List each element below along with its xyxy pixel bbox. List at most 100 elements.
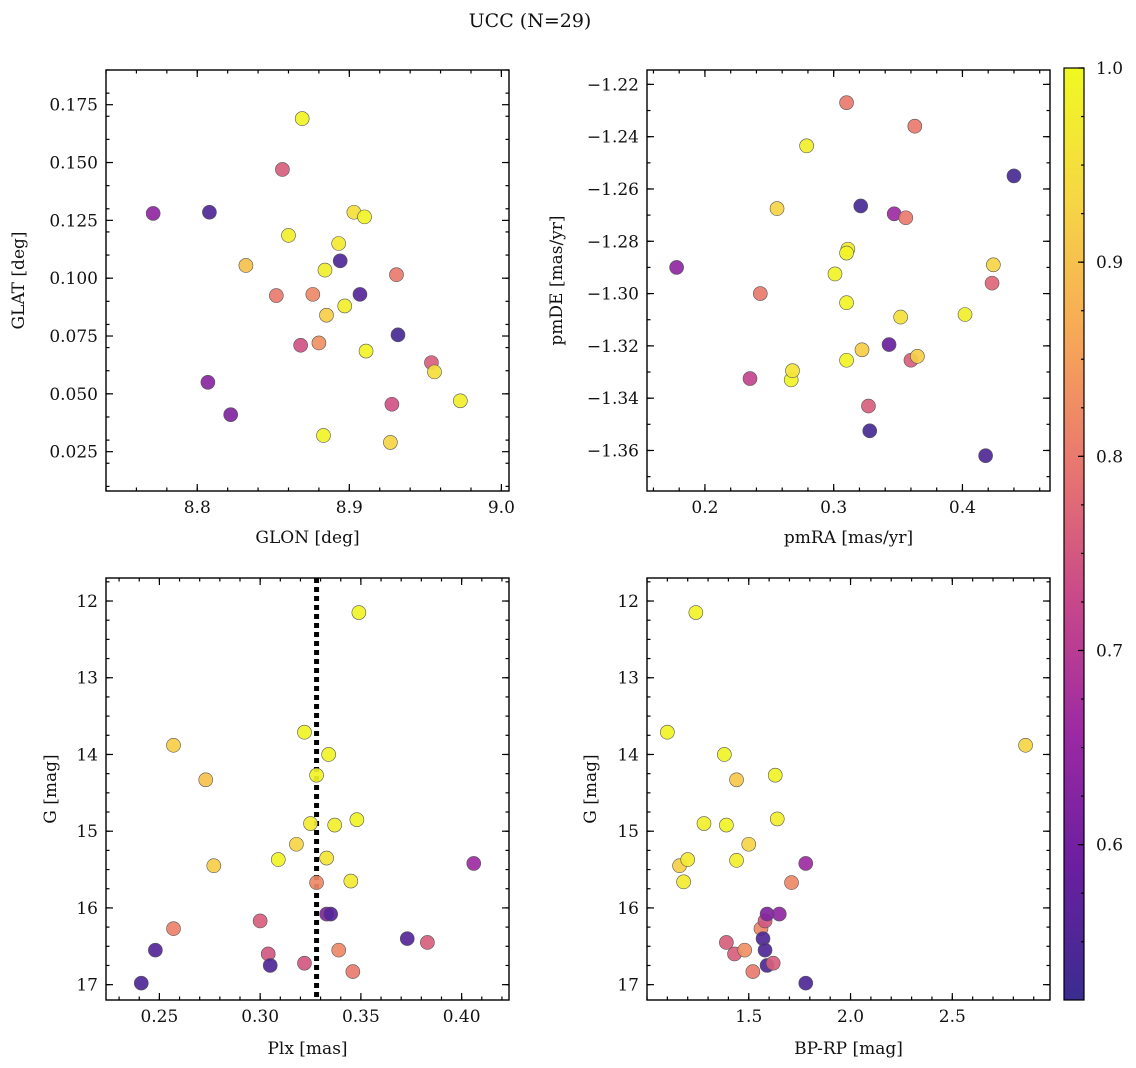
data-point <box>839 295 854 311</box>
y-tick-label: 17 <box>617 976 639 996</box>
data-point <box>769 811 785 827</box>
plot-frame <box>646 69 1051 492</box>
data-point <box>317 262 333 278</box>
y-axis-label: G [mag] <box>581 754 601 823</box>
data-point <box>753 286 768 301</box>
data-point <box>907 118 923 134</box>
x-axis-label: GLON [deg] <box>255 528 359 548</box>
data-point <box>854 342 870 358</box>
y-tick-label: 14 <box>617 745 639 765</box>
data-point <box>676 874 691 890</box>
colorbar-tick-label: 0.9 <box>1096 253 1123 273</box>
data-point <box>861 398 876 414</box>
data-point <box>719 817 734 833</box>
data-point <box>305 287 321 302</box>
data-point <box>323 906 338 922</box>
data-point <box>252 913 268 929</box>
x-axis-label: Plx [mas] <box>267 1039 347 1059</box>
x-tick-label: 0.30 <box>241 1007 279 1027</box>
y-tick-label: 15 <box>76 822 98 842</box>
x-tick-label: 8.8 <box>184 498 211 518</box>
data-point <box>1018 737 1033 753</box>
data-point <box>327 817 343 833</box>
data-point <box>303 816 318 831</box>
data-point <box>316 428 331 443</box>
data-point <box>717 747 732 762</box>
y-tick-label: 0.125 <box>49 211 98 231</box>
data-point <box>798 856 814 871</box>
data-point <box>345 964 361 979</box>
data-point <box>293 337 308 353</box>
x-tick-label: 0.40 <box>443 1007 481 1027</box>
data-point <box>358 343 374 359</box>
data-point <box>383 435 398 450</box>
data-point <box>319 850 334 866</box>
y-tick-label: 16 <box>617 899 639 919</box>
data-point <box>206 858 222 874</box>
x-tick-label: 0.4 <box>949 498 976 518</box>
panel-plx-g: 0.25 0.30 0.35 0.40 12 13 14 15 16 17 Plx [mas] G [… <box>41 577 510 1059</box>
data-point <box>745 964 761 979</box>
data-point <box>145 206 161 221</box>
y-axis-label: G [mag] <box>41 754 61 823</box>
plot-frame <box>105 69 510 492</box>
data-point <box>742 371 758 386</box>
data-point <box>332 253 348 269</box>
data-point <box>839 352 854 368</box>
data-point <box>294 111 310 126</box>
data-point <box>133 975 149 991</box>
data-point <box>297 724 312 740</box>
x-axis-label: BP-RP [mag] <box>794 1039 903 1059</box>
data-point <box>769 201 785 216</box>
data-point <box>357 209 372 225</box>
y-tick-label: 17 <box>76 976 98 996</box>
data-point <box>729 772 744 788</box>
data-point <box>148 942 163 958</box>
data-point <box>309 767 324 783</box>
data-point <box>200 374 216 390</box>
data-point <box>696 816 712 831</box>
data-point <box>986 257 1001 273</box>
y-tick-label: −1.30 <box>587 285 639 305</box>
data-point <box>289 836 304 852</box>
data-point <box>737 942 752 958</box>
x-tick-label: 1.5 <box>735 1007 762 1027</box>
data-point <box>166 921 181 936</box>
colorbar-tick-label: 1.0 <box>1096 59 1123 79</box>
colorbar-gradient <box>1063 67 1085 1001</box>
x-tick-label: 9.0 <box>488 498 515 518</box>
y-tick-label: −1.26 <box>587 180 639 200</box>
data-point <box>669 260 684 275</box>
data-point <box>352 287 368 302</box>
y-tick-label: −1.22 <box>587 75 639 95</box>
data-point <box>680 852 696 867</box>
x-tick-label: 0.3 <box>820 498 847 518</box>
y-tick-label: −1.34 <box>587 389 639 409</box>
data-point <box>853 198 869 214</box>
data-point <box>893 309 908 325</box>
data-point <box>427 364 442 380</box>
data-point <box>331 942 347 958</box>
panel-glon-glat: 8.8 8.9 9.0 0.025 0.050 0.075 0.100 0.125 0.150 0… <box>9 69 515 548</box>
data-point <box>262 958 278 973</box>
data-point <box>757 942 773 958</box>
data-point <box>827 266 843 282</box>
data-point <box>1006 168 1022 184</box>
data-point <box>238 258 254 273</box>
data-point <box>390 327 406 343</box>
data-point <box>309 875 324 890</box>
data-point <box>984 275 1000 291</box>
y-tick-label: 15 <box>617 822 639 842</box>
y-tick-label: 0.100 <box>49 269 98 289</box>
data-point <box>331 236 346 251</box>
y-tick-label: −1.24 <box>587 128 639 148</box>
data-point <box>719 935 734 950</box>
y-tick-label: 0.175 <box>49 96 98 116</box>
data-point <box>223 407 239 422</box>
data-point <box>337 298 353 314</box>
data-point <box>898 210 914 226</box>
x-axis-label: pmRA [mas/yr] <box>784 528 913 548</box>
data-point <box>798 975 814 991</box>
data-point <box>741 836 757 852</box>
figure-title: UCC (N=29) <box>469 10 592 32</box>
